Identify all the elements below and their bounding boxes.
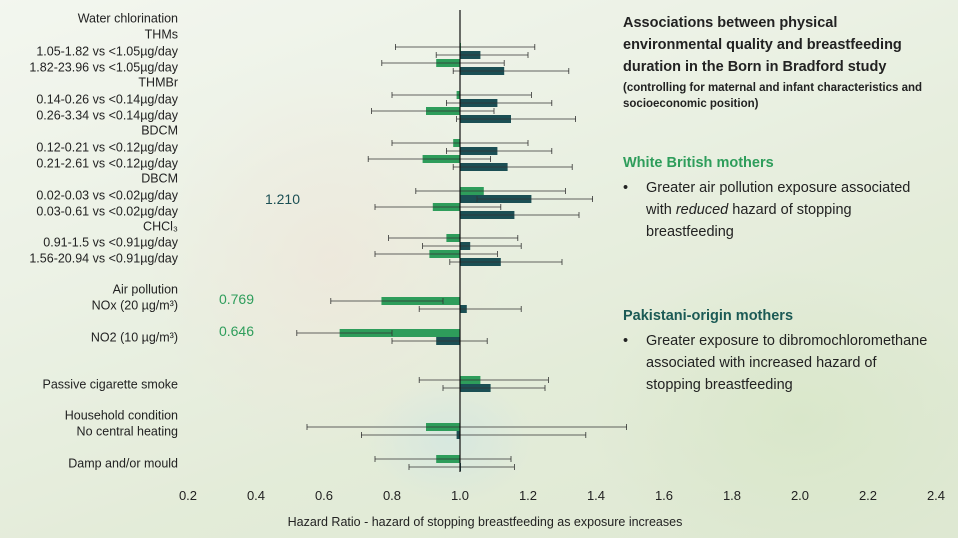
row-label: 1.05-1.82 vs <1.05µg/day <box>36 45 178 59</box>
group-label: Water chlorination <box>78 12 178 26</box>
x-tick-label: 2.0 <box>791 488 809 503</box>
row-label: 1.82-23.96 vs <1.05µg/day <box>29 61 178 75</box>
x-tick-label: 1.0 <box>451 488 469 503</box>
info-panel: Associations between physical environmen… <box>623 12 938 393</box>
group-label: THMBr <box>138 76 178 90</box>
group-label: THMs <box>145 28 178 42</box>
row-label: NO2 (10 µg/m³) <box>91 331 178 345</box>
bullet-text-end: hazard of stopping breastfeeding <box>646 202 852 240</box>
row-label: 0.21-2.61 vs <0.12µg/day <box>36 157 178 171</box>
x-tick-label: 1.8 <box>723 488 741 503</box>
white-british-hr-annotation: 0.769 <box>219 291 254 307</box>
pakistani-hr-annotation: 1.210 <box>265 191 300 207</box>
bullet-text-start: Greater air pollution exposure associate… <box>646 180 911 218</box>
x-tick-label: 1.4 <box>587 488 605 503</box>
bullet-marker: • <box>623 333 629 349</box>
x-axis-label: Hazard Ratio - hazard of stopping breast… <box>288 515 683 529</box>
pakistani-heading: Pakistani-origin mothers <box>623 308 794 324</box>
group-label: Passive cigarette smoke <box>43 378 179 392</box>
white-british-bar <box>339 329 460 337</box>
row-label: 0.14-0.26 vs <0.14µg/day <box>36 93 178 107</box>
bullet-text-emphasis: reduced <box>675 202 729 218</box>
x-tick-label: 2.4 <box>927 488 945 503</box>
group-label: Household condition <box>65 409 178 423</box>
row-label: 1.56-20.94 vs <0.91µg/day <box>29 252 178 266</box>
pakistani-text: Greater exposure to dibromochloromethane… <box>646 333 928 393</box>
x-tick-label: 1.6 <box>655 488 673 503</box>
panel-subtitle: (controlling for maternal and infant cha… <box>623 82 923 110</box>
group-label: CHCl₃ <box>143 220 178 234</box>
group-label: DBCM <box>141 172 178 186</box>
x-tick-label: 1.2 <box>519 488 537 503</box>
row-label: 0.03-0.61 vs <0.02µg/day <box>36 205 178 219</box>
white-british-text: Greater air pollution exposure associate… <box>646 177 928 243</box>
white-british-hr-annotation: 0.646 <box>219 323 254 339</box>
x-tick-label: 0.6 <box>315 488 333 503</box>
white-british-heading: White British mothers <box>623 155 774 171</box>
white-british-bullet: • Greater air pollution exposure associa… <box>623 177 928 243</box>
x-tick-label: 0.2 <box>179 488 197 503</box>
row-label: 0.02-0.03 vs <0.02µg/day <box>36 189 178 203</box>
pakistani-bullet: • Greater exposure to dibromochlorometha… <box>623 330 928 396</box>
group-label: Air pollution <box>113 283 178 297</box>
row-label: 0.12-0.21 vs <0.12µg/day <box>36 141 178 155</box>
bullet-marker: • <box>623 180 629 196</box>
panel-title: Associations between physical environmen… <box>623 15 902 75</box>
row-label: 0.26-3.34 vs <0.14µg/day <box>36 109 178 123</box>
row-label: Damp and/or mould <box>68 457 178 471</box>
row-label: No central heating <box>77 425 179 439</box>
group-label: BDCM <box>141 124 178 138</box>
x-tick-label: 0.8 <box>383 488 401 503</box>
row-label: NOx (20 µg/m³) <box>92 299 178 313</box>
row-label: 0.91-1.5 vs <0.91µg/day <box>43 236 178 250</box>
x-tick-label: 2.2 <box>859 488 877 503</box>
x-tick-label: 0.4 <box>247 488 265 503</box>
